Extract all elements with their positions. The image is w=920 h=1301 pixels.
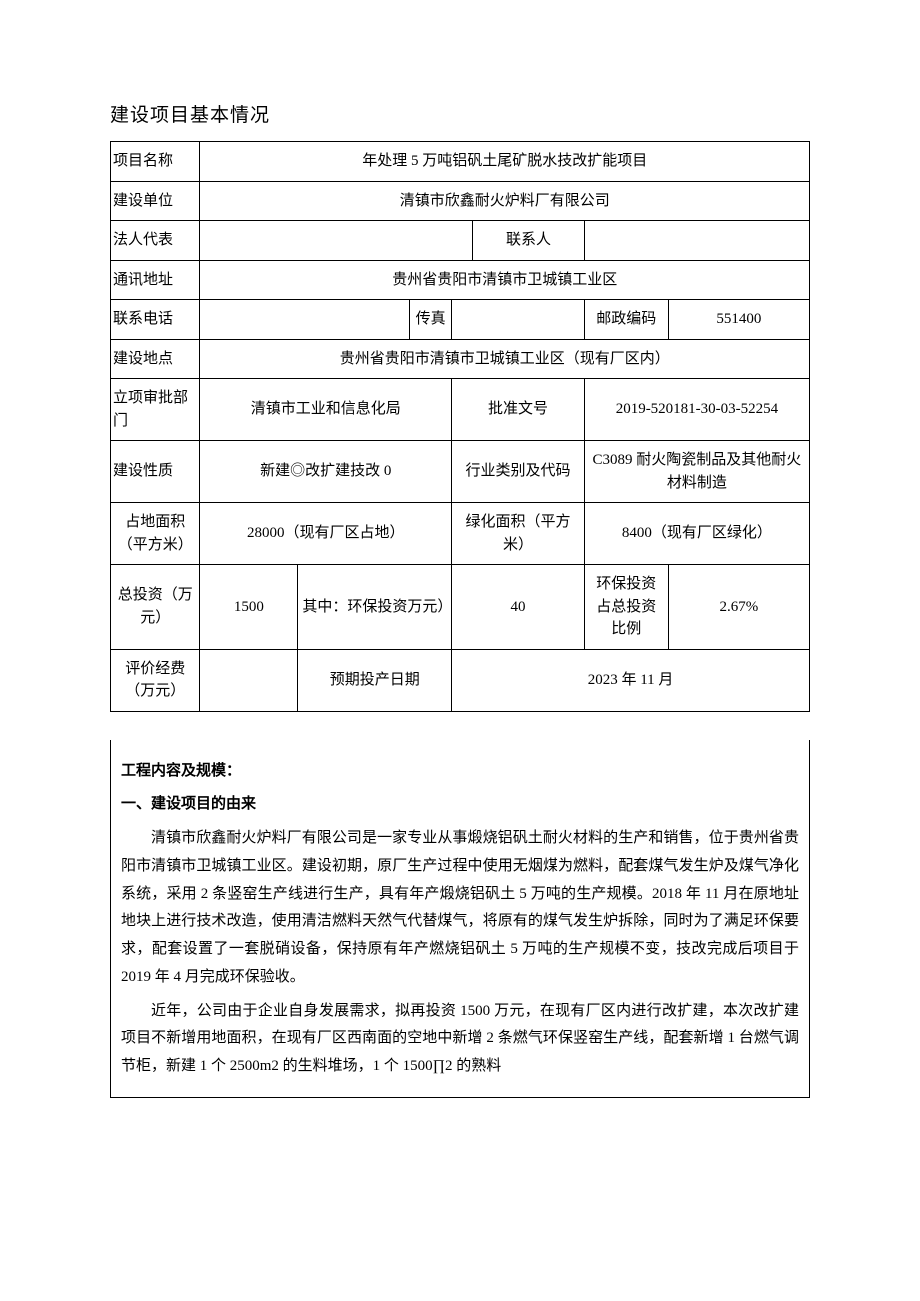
project-info-table: 项目名称 年处理 5 万吨铝矾土尾矿脱水技改扩能项目 建设单位 清镇市欣鑫耐火炉… xyxy=(110,141,810,712)
label-eval-fee: 评价经费（万元） xyxy=(111,649,200,711)
label-contact: 联系人 xyxy=(473,221,585,261)
label-green-area: 绿化面积（平方米） xyxy=(452,503,585,565)
table-row: 建设地点 贵州省贵阳市清镇市卫城镇工业区（现有厂区内） xyxy=(111,339,810,379)
label-legal-rep: 法人代表 xyxy=(111,221,200,261)
document-page: 建设项目基本情况 项目名称 年处理 5 万吨铝矾土尾矿脱水技改扩能项目 建设单位… xyxy=(0,0,920,1178)
label-postal: 邮政编码 xyxy=(584,300,668,340)
table-row: 通讯地址 贵州省贵阳市清镇市卫城镇工业区 xyxy=(111,260,810,300)
table-row: 建设单位 清镇市欣鑫耐火炉料厂有限公司 xyxy=(111,181,810,221)
label-project-name: 项目名称 xyxy=(111,142,200,182)
value-build-nature: 新建◎改扩建技改 0 xyxy=(200,441,452,503)
section-title: 建设项目基本情况 xyxy=(110,100,810,127)
label-approval-dept: 立项审批部门 xyxy=(111,379,200,441)
value-legal-rep xyxy=(200,221,473,261)
label-address: 通讯地址 xyxy=(111,260,200,300)
value-industry-code: C3089 耐火陶瓷制品及其他耐火材料制造 xyxy=(584,441,809,503)
label-expected-date: 预期投产日期 xyxy=(298,649,452,711)
value-fax xyxy=(452,300,585,340)
content-heading-2: 一、建设项目的由来 xyxy=(121,791,799,819)
value-eval-fee xyxy=(200,649,298,711)
table-row: 占地面积（平方米） 28000（现有厂区占地） 绿化面积（平方米） 8400（现… xyxy=(111,503,810,565)
label-build-nature: 建设性质 xyxy=(111,441,200,503)
content-paragraph-1: 清镇市欣鑫耐火炉料厂有限公司是一家专业从事煅烧铝矾土耐火材料的生产和销售，位于贵… xyxy=(121,825,799,992)
label-industry-code: 行业类别及代码 xyxy=(452,441,585,503)
content-paragraph-2: 近年，公司由于企业自身发展需求，拟再投资 1500 万元，在现有厂区内进行改扩建… xyxy=(121,998,799,1081)
table-row: 立项审批部门 清镇市工业和信息化局 批准文号 2019-520181-30-03… xyxy=(111,379,810,441)
label-fax: 传真 xyxy=(410,300,452,340)
value-phone xyxy=(200,300,410,340)
value-expected-date: 2023 年 11 月 xyxy=(452,649,810,711)
label-env-invest: 其中：环保投资万元） xyxy=(298,565,452,650)
label-build-location: 建设地点 xyxy=(111,339,200,379)
value-land-area: 28000（现有厂区占地） xyxy=(200,503,452,565)
label-approval-no: 批准文号 xyxy=(452,379,585,441)
value-env-ratio: 2.67% xyxy=(668,565,809,650)
table-row: 法人代表 联系人 xyxy=(111,221,810,261)
table-row: 评价经费（万元） 预期投产日期 2023 年 11 月 xyxy=(111,649,810,711)
label-env-ratio: 环保投资占总投资比例 xyxy=(584,565,668,650)
value-total-invest: 1500 xyxy=(200,565,298,650)
value-postal: 551400 xyxy=(668,300,809,340)
value-approval-dept: 清镇市工业和信息化局 xyxy=(200,379,452,441)
value-address: 贵州省贵阳市清镇市卫城镇工业区 xyxy=(200,260,810,300)
value-build-unit: 清镇市欣鑫耐火炉料厂有限公司 xyxy=(200,181,810,221)
label-build-unit: 建设单位 xyxy=(111,181,200,221)
value-approval-no: 2019-520181-30-03-52254 xyxy=(584,379,809,441)
label-phone: 联系电话 xyxy=(111,300,200,340)
content-heading-1: 工程内容及规模： xyxy=(121,758,799,786)
value-project-name: 年处理 5 万吨铝矾土尾矿脱水技改扩能项目 xyxy=(200,142,810,182)
value-build-location: 贵州省贵阳市清镇市卫城镇工业区（现有厂区内） xyxy=(200,339,810,379)
table-row: 联系电话 传真 邮政编码 551400 xyxy=(111,300,810,340)
content-block: 工程内容及规模： 一、建设项目的由来 清镇市欣鑫耐火炉料厂有限公司是一家专业从事… xyxy=(110,740,810,1098)
table-row: 建设性质 新建◎改扩建技改 0 行业类别及代码 C3089 耐火陶瓷制品及其他耐… xyxy=(111,441,810,503)
value-env-invest: 40 xyxy=(452,565,585,650)
label-land-area: 占地面积（平方米） xyxy=(111,503,200,565)
value-contact xyxy=(584,221,809,261)
label-total-invest: 总投资（万元） xyxy=(111,565,200,650)
value-green-area: 8400（现有厂区绿化） xyxy=(584,503,809,565)
table-row: 总投资（万元） 1500 其中：环保投资万元） 40 环保投资占总投资比例 2.… xyxy=(111,565,810,650)
table-row: 项目名称 年处理 5 万吨铝矾土尾矿脱水技改扩能项目 xyxy=(111,142,810,182)
